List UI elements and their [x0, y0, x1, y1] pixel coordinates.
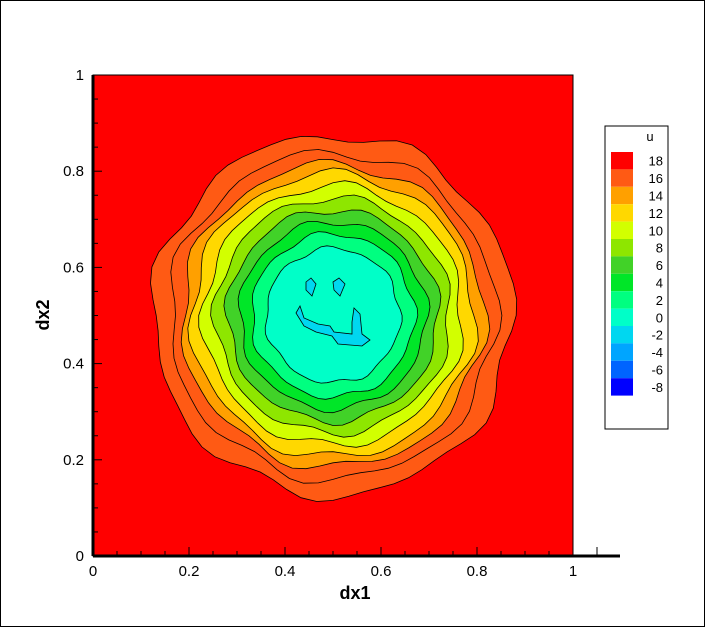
legend-swatch [611, 221, 633, 239]
legend-entry-label: -4 [651, 345, 663, 360]
y-tick-label: 0.2 [63, 452, 84, 469]
legend-swatch [611, 308, 633, 326]
legend-entry-label: -2 [651, 328, 663, 343]
legend-title: u [646, 129, 653, 144]
x-tick-label: 0.2 [179, 563, 200, 580]
x-tick-label: 1 [569, 563, 577, 580]
artifact-right-eye [332, 277, 346, 297]
legend-entry-label: 0 [656, 310, 663, 325]
x-tick-label: 0.6 [371, 563, 392, 580]
y-tick-label: 0.6 [63, 259, 84, 276]
contour-band-0 [264, 245, 403, 384]
legend-entry-label: -6 [651, 363, 663, 378]
legend-entry-label: 16 [649, 171, 663, 186]
legend-entry-label: 10 [649, 223, 663, 238]
legend-entry-label: 8 [656, 241, 663, 256]
x-tick-label: 0.8 [467, 563, 488, 580]
x-tick-label: 0 [89, 563, 97, 580]
legend-swatch [611, 343, 633, 361]
legend-swatch [611, 169, 633, 187]
artifact-mouth [295, 305, 371, 347]
legend-entry-label: 12 [649, 206, 663, 221]
y-tick-label: 1 [76, 67, 84, 84]
x-axis-title: dx1 [339, 583, 370, 603]
legend-swatch [611, 239, 633, 257]
legend-swatch [611, 326, 633, 344]
y-tick-label: 0.4 [63, 356, 84, 373]
legend-swatch [611, 291, 633, 309]
y-tick-label: 0 [76, 548, 84, 565]
legend-entry-label: 6 [656, 258, 663, 273]
legend-entry-label: 14 [649, 189, 663, 204]
legend-swatch [611, 186, 633, 205]
contour-bands [150, 135, 518, 502]
x-tick-label: 0.4 [275, 563, 296, 580]
legend-entry-label: -8 [651, 380, 663, 395]
legend-swatch [611, 204, 633, 222]
y-tick-label: 0.8 [63, 163, 84, 180]
legend-swatch [611, 360, 633, 379]
legend-entry-label: 2 [656, 293, 663, 308]
artifact-left-eye [305, 277, 317, 297]
plot-area [92, 74, 574, 557]
legend-entry-label: 18 [649, 154, 663, 169]
y-axis-title: dx2 [33, 299, 53, 330]
legend-swatch [611, 256, 633, 274]
legend-swatch [611, 273, 633, 292]
legend-swatch [611, 152, 633, 170]
legend-swatch [611, 378, 633, 396]
legend: u 18 16 14 12 10 8 6 4 2 0 -2 -4 -6 -8 [604, 125, 669, 430]
legend-entry-label: 4 [656, 276, 663, 291]
axes: 0 0.2 0.4 0.6 0.8 1 0 0.2 0.4 0.6 0.8 1 [63, 67, 620, 580]
